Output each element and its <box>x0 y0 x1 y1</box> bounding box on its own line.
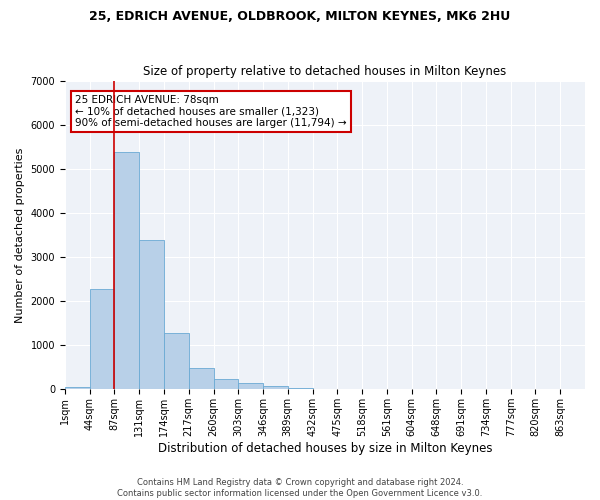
Title: Size of property relative to detached houses in Milton Keynes: Size of property relative to detached ho… <box>143 66 506 78</box>
X-axis label: Distribution of detached houses by size in Milton Keynes: Distribution of detached houses by size … <box>158 442 492 455</box>
Bar <box>238 382 263 390</box>
Bar <box>139 240 164 390</box>
Bar <box>65 387 89 390</box>
Bar <box>89 290 115 390</box>
Text: Contains HM Land Registry data © Crown copyright and database right 2024.
Contai: Contains HM Land Registry data © Crown c… <box>118 478 482 498</box>
Y-axis label: Number of detached properties: Number of detached properties <box>15 148 25 323</box>
Bar <box>263 386 288 390</box>
Text: 25, EDRICH AVENUE, OLDBROOK, MILTON KEYNES, MK6 2HU: 25, EDRICH AVENUE, OLDBROOK, MILTON KEYN… <box>89 10 511 23</box>
Bar <box>115 152 139 390</box>
Bar <box>288 388 313 390</box>
Bar <box>189 368 214 390</box>
Bar <box>164 333 189 390</box>
Bar <box>214 379 238 390</box>
Text: 25 EDRICH AVENUE: 78sqm
← 10% of detached houses are smaller (1,323)
90% of semi: 25 EDRICH AVENUE: 78sqm ← 10% of detache… <box>76 95 347 128</box>
